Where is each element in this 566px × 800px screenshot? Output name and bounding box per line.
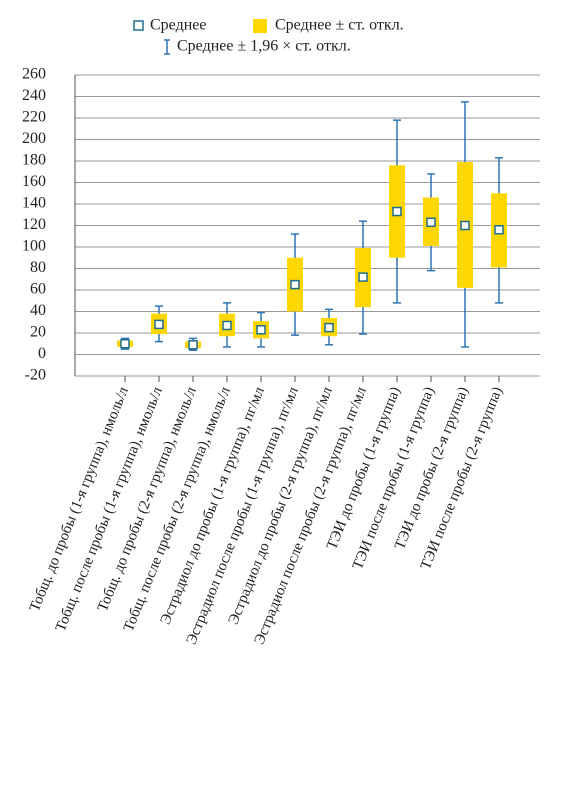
y-tick-label: 20 [30, 324, 46, 341]
y-tick-label: 0 [38, 345, 46, 362]
y-tick-label: 100 [22, 238, 46, 255]
mean-marker [154, 319, 164, 330]
mean-marker [324, 322, 334, 333]
y-tick-label: 140 [22, 195, 46, 212]
legend: Среднее Среднее ± ст. откл. Среднее ± 1,… [133, 17, 404, 55]
y-tick-label: 260 [22, 66, 46, 83]
mean-marker [460, 220, 470, 231]
mean-marker [256, 325, 266, 335]
mean-marker [290, 279, 300, 290]
mean-marker [494, 225, 504, 235]
y-tick-label: 60 [30, 281, 46, 298]
y-tick-label: 160 [22, 173, 46, 190]
y-tick-label: -20 [25, 367, 46, 384]
legend-marker-mean [133, 20, 144, 31]
mean-marker [188, 340, 198, 350]
legend-label: Среднее ± 1,96 × ст. откл. [177, 38, 351, 55]
legend-label: Среднее [150, 17, 206, 34]
y-tick-label: 240 [22, 87, 46, 104]
mean-marker [120, 339, 130, 349]
mean-marker [358, 272, 368, 282]
mean-marker [426, 217, 436, 228]
y-tick-label: 80 [30, 259, 46, 276]
y-tick-label: 40 [30, 302, 46, 319]
y-tick-label: 180 [22, 152, 46, 169]
mean-marker [222, 320, 232, 331]
y-tick-label: 200 [22, 130, 46, 147]
mean-marker [392, 206, 402, 217]
legend-marker-sd [253, 19, 267, 33]
legend-label: Среднее ± ст. откл. [275, 17, 404, 34]
y-tick-label: 220 [22, 109, 46, 126]
y-tick-label: 120 [22, 216, 46, 233]
